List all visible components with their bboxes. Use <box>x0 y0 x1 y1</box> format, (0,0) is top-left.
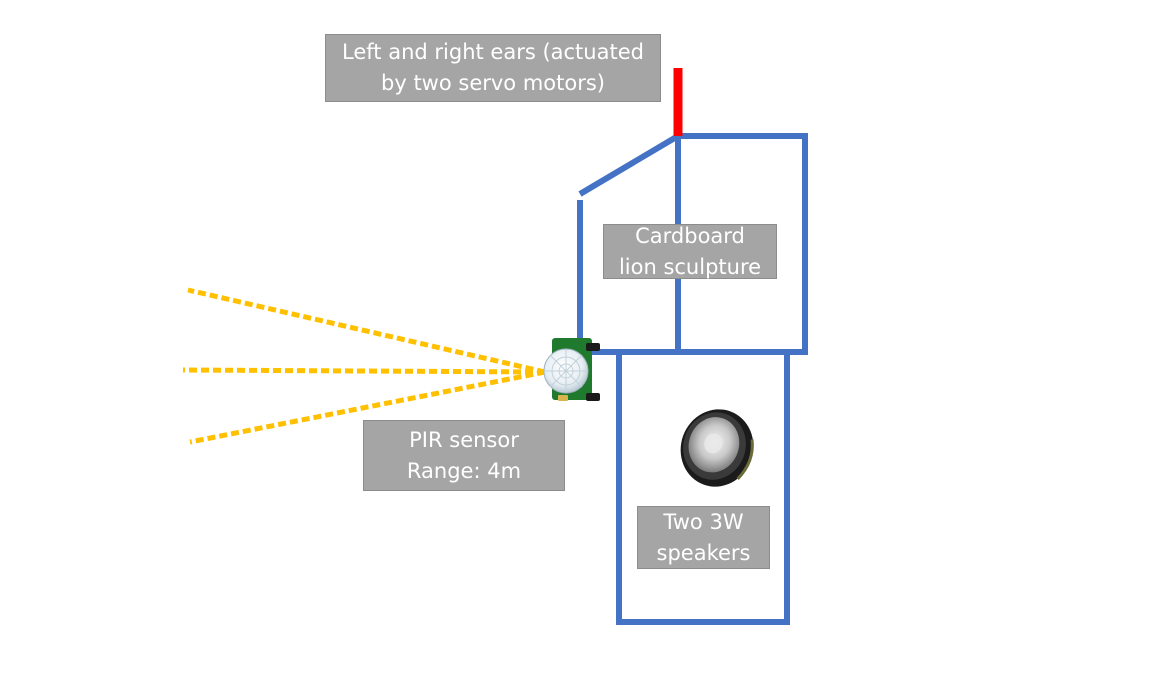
head-left-outline <box>577 133 808 355</box>
speakers-label: Two 3W speakers <box>637 506 770 569</box>
pir-label-line-2: Range: 4m <box>406 458 522 483</box>
body-enclosure-outline <box>616 349 790 625</box>
sensor-dome-facets <box>544 349 588 393</box>
pir-sensor-icon <box>543 338 600 401</box>
detection-ray-upper <box>187 287 546 375</box>
sensor-pin-bottom <box>586 393 600 401</box>
lion-label-line-2: lion sculpture <box>618 254 762 279</box>
sensor-pin-bottom-left <box>558 395 568 401</box>
ears-label: Left and right ears (actuated by two ser… <box>325 34 661 102</box>
sensor-pin-top <box>586 343 600 351</box>
lion-label-line-1: Cardboard <box>635 223 745 248</box>
pir-sensor-label: PIR sensor Range: 4m <box>363 420 565 491</box>
speaker-dust-cap <box>704 433 723 454</box>
speakers-label-line-1: Two 3W <box>663 509 744 534</box>
detection-ray-lower <box>189 369 546 445</box>
detection-rays <box>182 287 546 445</box>
ears-label-line-2: by two servo motors) <box>381 71 605 95</box>
speaker-basket-edge <box>736 439 754 480</box>
detection-ray-middle <box>182 367 546 375</box>
ears-label-line-1: Left and right ears (actuated <box>342 40 644 64</box>
lion-sculpture-label: Cardboard lion sculpture <box>603 224 777 279</box>
pir-label-line-1: PIR sensor <box>409 427 519 452</box>
speaker-icon <box>680 409 754 487</box>
speakers-label-line-2: speakers <box>656 540 751 565</box>
